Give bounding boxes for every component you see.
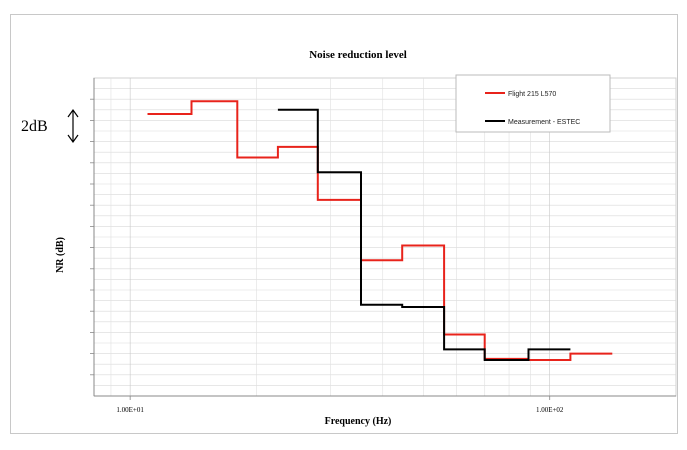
legend-label-measurement: Measurement - ESTEC (508, 119, 580, 126)
legend-label-flight: Flight 215 L570 (508, 91, 556, 98)
horizontal-gridlines (94, 88, 676, 386)
series-line-1 (277, 108, 571, 361)
chart-frame: 1.00E+01 1.00E+02 Noise reduction level F… (10, 14, 678, 434)
x-tick-label: 1.00E+02 (536, 406, 564, 414)
legend-box (455, 74, 611, 133)
chart-title: Noise reduction level (309, 49, 407, 61)
x-tick-label: 1.00E+01 (116, 406, 144, 414)
x-axis-label: Frequency (Hz) (325, 416, 392, 427)
x-tick-labels: 1.00E+01 1.00E+02 (116, 396, 564, 414)
scale-annotation: 2dB (21, 108, 79, 144)
double-arrow-icon (67, 108, 79, 144)
series-layer (147, 100, 613, 361)
series-line-0 (147, 100, 613, 361)
y-axis-label: NR (dB) (55, 237, 66, 273)
legend: Flight 215 L570 Measurement - ESTEC (455, 74, 611, 133)
y-axis-ticks (90, 98, 94, 376)
scale-annotation-label: 2dB (21, 118, 48, 135)
noise-reduction-chart: 1.00E+01 1.00E+02 Noise reduction level F… (21, 49, 677, 427)
